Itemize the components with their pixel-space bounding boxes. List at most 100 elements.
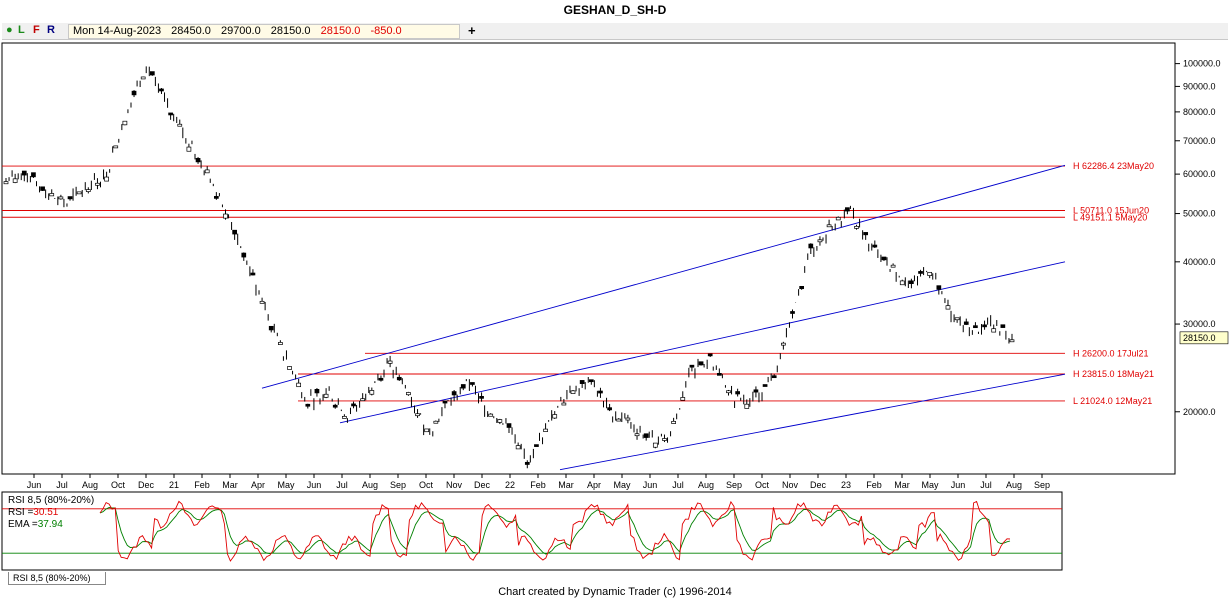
- mode-r-button[interactable]: R: [47, 24, 55, 36]
- price-candle: [442, 400, 448, 404]
- price-candle: [909, 280, 914, 285]
- x-tick-label: Sep: [390, 480, 406, 490]
- x-tick-label: 21: [169, 480, 179, 490]
- x-tick-label: Sep: [1034, 480, 1050, 490]
- rsi-legend-rsi-label: RSI =: [8, 507, 34, 518]
- y-tick-label: 90000.0: [1183, 81, 1216, 91]
- price-candle: [460, 384, 466, 389]
- price-panel: 20000.0 30000.0 40000.0 50000.0 60000.0 70000…: [1, 42, 1229, 490]
- price-candle: [451, 391, 457, 396]
- price-candle: [652, 442, 658, 448]
- y-tick-label: 30000.0: [1183, 319, 1216, 329]
- price-candle: [21, 170, 27, 176]
- quote-high: 29700.0: [220, 25, 261, 37]
- price-candle: [835, 217, 841, 221]
- status-dot-icon: ●: [6, 24, 13, 36]
- price-candle: [817, 239, 823, 243]
- price-candle: [259, 300, 265, 304]
- price-candle: [643, 433, 649, 438]
- price-candle: [890, 264, 896, 268]
- price-candle: [872, 244, 878, 248]
- quote-change: -850.0: [370, 25, 402, 37]
- price-candle: [3, 181, 9, 185]
- x-tick-label: Jul: [672, 480, 684, 490]
- x-tick-label: Jun: [951, 480, 966, 490]
- x-tick-label: Feb: [866, 480, 882, 490]
- price-candle: [982, 324, 987, 328]
- trend-line: [261, 164, 1066, 389]
- price-candle: [122, 120, 128, 126]
- quote-low: 28150.0: [270, 25, 311, 37]
- y-tick-label: 80000.0: [1183, 107, 1216, 117]
- price-candle: [140, 76, 146, 80]
- chart-title: GESHAN_D_SH-D: [563, 3, 667, 17]
- price-candle: [570, 390, 576, 394]
- price-candle: [314, 389, 320, 394]
- price-candle: [58, 196, 64, 200]
- price-candle: [85, 189, 91, 192]
- price-candle: [598, 390, 603, 394]
- rsi-legend-rsi-value: 30.51: [33, 507, 59, 518]
- x-tick-label: 22: [505, 480, 515, 490]
- price-candle: [479, 396, 484, 399]
- rsi-plot-frame: [1, 491, 1063, 571]
- price-candle: [588, 379, 594, 383]
- price-candle: [232, 229, 237, 235]
- price-candle: [12, 178, 18, 183]
- x-tick-label: Jul: [980, 480, 992, 490]
- add-button[interactable]: +: [468, 23, 476, 38]
- price-candle: [360, 398, 366, 402]
- price-candle: [506, 423, 512, 428]
- last-price-box: [1179, 331, 1229, 345]
- price-candle: [579, 380, 585, 384]
- level-line-label: L 21024.0 12May21: [1073, 396, 1152, 406]
- price-candle: [470, 382, 475, 385]
- x-tick-label: Dec: [810, 480, 827, 490]
- x-tick-label: May: [921, 480, 939, 490]
- x-tick-label: Jul: [56, 480, 68, 490]
- chart-canvas[interactable]: 20000.0 30000.0 40000.0 50000.0 60000.0 70000…: [0, 40, 1230, 585]
- price-candle: [698, 361, 704, 366]
- quote-readout: Mon 14-Aug-2023 28450.0 29700.0 28150.0 …: [68, 24, 460, 39]
- price-candle: [104, 176, 109, 182]
- x-tick-label: 23: [841, 480, 851, 490]
- price-candle: [396, 376, 402, 381]
- price-candle: [351, 403, 356, 407]
- price-candle: [954, 317, 960, 321]
- price-candle: [223, 213, 228, 219]
- price-candle: [387, 360, 393, 364]
- price-candle: [963, 321, 969, 325]
- quote-open: 28450.0: [171, 25, 211, 37]
- x-tick-label: Aug: [1006, 480, 1022, 490]
- x-tick-label: Feb: [194, 480, 210, 490]
- price-candle: [131, 90, 137, 96]
- price-candle: [76, 191, 82, 195]
- price-candle: [936, 285, 942, 290]
- x-tick-label: Jun: [307, 480, 322, 490]
- price-candle: [707, 353, 713, 357]
- mode-f-button[interactable]: F: [33, 24, 40, 36]
- price-candle: [149, 71, 155, 76]
- rsi-panel: [1, 491, 1063, 571]
- level-line-label: L 50711.0 15Jun20: [1073, 206, 1149, 216]
- price-candle: [662, 438, 667, 441]
- x-tick-label: Feb: [530, 480, 546, 490]
- y-tick-label: 100000.0: [1183, 59, 1221, 69]
- level-line-label: H 62286.4 23May20: [1073, 161, 1154, 171]
- x-tick-label: May: [613, 480, 631, 490]
- price-candle: [845, 207, 850, 212]
- price-candle: [323, 393, 329, 398]
- x-tick-label: Aug: [698, 480, 714, 490]
- y-tick-label: 40000.0: [1183, 257, 1216, 267]
- x-tick-label: Aug: [362, 480, 378, 490]
- price-candle: [186, 146, 192, 152]
- mode-l-button[interactable]: L: [18, 24, 25, 36]
- y-tick-label: 20000.0: [1183, 407, 1216, 417]
- x-tick-label: Apr: [251, 480, 265, 490]
- price-candle: [826, 224, 832, 228]
- x-tick-label: Jul: [336, 480, 348, 490]
- x-tick-label: Nov: [446, 480, 463, 490]
- x-tick-label: Oct: [111, 480, 126, 490]
- price-candle: [195, 158, 201, 163]
- tab-rsi-indicator[interactable]: RSI 8,5 (80%-20%): [8, 572, 106, 585]
